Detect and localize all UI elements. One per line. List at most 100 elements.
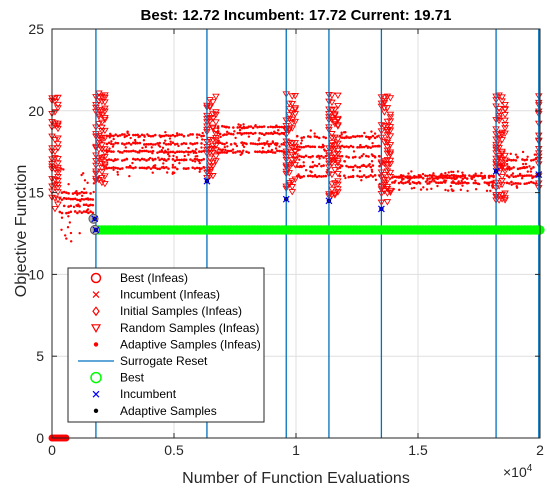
adaptive-sample-infeasible-marker: [216, 125, 220, 128]
adaptive-sample-infeasible-marker: [340, 133, 343, 136]
legend-label: Incumbent (Infeas): [120, 288, 220, 302]
adaptive-sample-infeasible-marker: [151, 157, 154, 161]
adaptive-sample-infeasible-marker: [182, 141, 186, 145]
adaptive-sample-infeasible-marker: [356, 165, 359, 169]
adaptive-sample-infeasible-marker: [266, 125, 270, 129]
adaptive-sample-infeasible-marker: [373, 174, 377, 177]
random-sample-infeasible-marker: [285, 116, 294, 123]
adaptive-sample-infeasible-marker: [260, 142, 264, 145]
adaptive-sample-infeasible-marker: [444, 179, 448, 182]
adaptive-sample-infeasible-marker: [114, 166, 117, 170]
random-sample-infeasible-marker: [291, 176, 300, 183]
random-sample-infeasible-marker: [291, 156, 300, 163]
random-sample-infeasible-marker: [334, 181, 342, 188]
adaptive-sample-infeasible-marker: [152, 164, 156, 168]
adaptive-sample-infeasible-marker: [370, 130, 373, 133]
legend-label: Adaptive Samples: [120, 404, 217, 418]
adaptive-sample-infeasible-marker: [226, 145, 229, 148]
adaptive-sample-infeasible-marker: [193, 167, 197, 170]
adaptive-sample-infeasible-marker: [270, 148, 274, 152]
adaptive-sample-infeasible-marker: [105, 158, 109, 162]
adaptive-sample-infeasible-marker: [88, 204, 91, 207]
adaptive-sample-infeasible-marker: [231, 148, 235, 151]
y-tick-label: 0: [36, 430, 44, 446]
adaptive-sample-infeasible-marker: [302, 155, 306, 159]
adaptive-sample-infeasible-marker: [278, 132, 281, 136]
adaptive-sample-infeasible-marker: [180, 158, 183, 162]
random-sample-infeasible-marker: [54, 177, 62, 185]
adaptive-sample-infeasible-marker: [529, 170, 533, 173]
adaptive-sample-infeasible-marker: [195, 166, 199, 170]
adaptive-sample-infeasible-marker: [225, 130, 229, 134]
adaptive-sample-infeasible-marker: [140, 133, 144, 137]
adaptive-sample-infeasible-marker: [146, 166, 149, 169]
random-sample-infeasible-marker: [101, 116, 109, 124]
adaptive-sample-infeasible-marker: [162, 141, 166, 145]
adaptive-sample-infeasible-marker: [365, 175, 368, 179]
adaptive-sample-infeasible-marker: [483, 181, 487, 184]
adaptive-sample-infeasible-marker: [82, 198, 86, 201]
adaptive-sample-infeasible-marker: [347, 165, 351, 169]
adaptive-sample-infeasible-marker: [131, 161, 134, 165]
random-sample-infeasible-marker: [288, 100, 297, 108]
adaptive-sample-infeasible-marker: [320, 164, 323, 168]
adaptive-sample-infeasible-marker: [140, 149, 144, 153]
adaptive-sample-infeasible-marker: [134, 140, 137, 144]
random-sample-infeasible-marker: [334, 136, 342, 143]
adaptive-sample-infeasible-marker: [354, 164, 357, 167]
adaptive-sample-infeasible-marker: [411, 181, 415, 184]
adaptive-sample-infeasible-marker: [216, 141, 220, 144]
adaptive-sample-infeasible-marker: [428, 182, 431, 185]
x-tick-label: 1: [292, 442, 300, 458]
adaptive-sample-infeasible-marker: [105, 134, 109, 138]
adaptive-sample-infeasible-marker: [75, 189, 78, 193]
adaptive-sample-infeasible-marker: [216, 151, 220, 154]
adaptive-sample-infeasible-marker: [67, 197, 70, 200]
adaptive-sample-infeasible-marker: [262, 125, 266, 128]
adaptive-sample-infeasible-marker: [187, 146, 190, 150]
adaptive-sample-infeasible-marker: [534, 182, 537, 185]
adaptive-sample-infeasible-marker: [86, 181, 89, 185]
incumbent-marker: [91, 215, 99, 223]
adaptive-sample-infeasible-marker: [151, 149, 155, 153]
random-sample-infeasible-marker: [331, 190, 339, 197]
adaptive-sample-infeasible-marker: [150, 146, 153, 149]
adaptive-sample-infeasible-marker: [193, 160, 197, 163]
adaptive-sample-infeasible-marker: [267, 142, 270, 146]
adaptive-sample-infeasible-marker: [461, 181, 465, 185]
adaptive-sample-infeasible-marker: [114, 141, 117, 145]
random-sample-infeasible-marker: [380, 179, 389, 186]
adaptive-sample-infeasible-marker: [459, 175, 462, 178]
random-sample-infeasible-marker: [206, 104, 214, 111]
random-sample-infeasible-marker: [334, 151, 342, 158]
random-sample-infeasible-marker: [285, 162, 294, 169]
adaptive-sample-infeasible-marker: [340, 164, 344, 168]
adaptive-sample-infeasible-marker: [516, 167, 520, 171]
adaptive-sample-infeasible-marker: [251, 132, 255, 136]
adaptive-sample-infeasible-marker: [510, 174, 513, 177]
adaptive-sample-infeasible-marker: [125, 166, 128, 169]
adaptive-sample-infeasible-marker: [320, 175, 323, 178]
adaptive-sample-infeasible-marker: [391, 176, 394, 179]
adaptive-sample-infeasible-marker: [320, 154, 323, 158]
adaptive-sample-infeasible-marker: [258, 150, 262, 153]
adaptive-sample-infeasible-marker: [356, 134, 359, 138]
adaptive-sample-infeasible-marker: [58, 196, 62, 200]
adaptive-sample-infeasible-marker: [280, 149, 284, 153]
adaptive-sample-infeasible-marker: [461, 173, 465, 177]
adaptive-sample-infeasible-marker: [72, 205, 76, 209]
random-sample-infeasible-marker: [495, 115, 503, 122]
adaptive-sample-infeasible-marker: [149, 134, 153, 138]
adaptive-sample-infeasible-marker: [354, 155, 357, 159]
adaptive-sample-infeasible-marker: [512, 175, 515, 179]
adaptive-sample-infeasible-marker: [178, 161, 181, 165]
adaptive-sample-infeasible-marker: [360, 179, 363, 182]
adaptive-sample-infeasible-marker: [67, 211, 70, 214]
adaptive-sample-infeasible-marker: [446, 176, 449, 180]
adaptive-sample-infeasible-marker: [276, 131, 279, 135]
adaptive-sample-infeasible-marker: [227, 126, 231, 129]
random-sample-infeasible-marker: [212, 111, 220, 119]
adaptive-sample-infeasible-marker: [521, 158, 524, 161]
adaptive-sample-infeasible-marker: [258, 142, 262, 146]
adaptive-sample-infeasible-marker: [191, 142, 194, 146]
